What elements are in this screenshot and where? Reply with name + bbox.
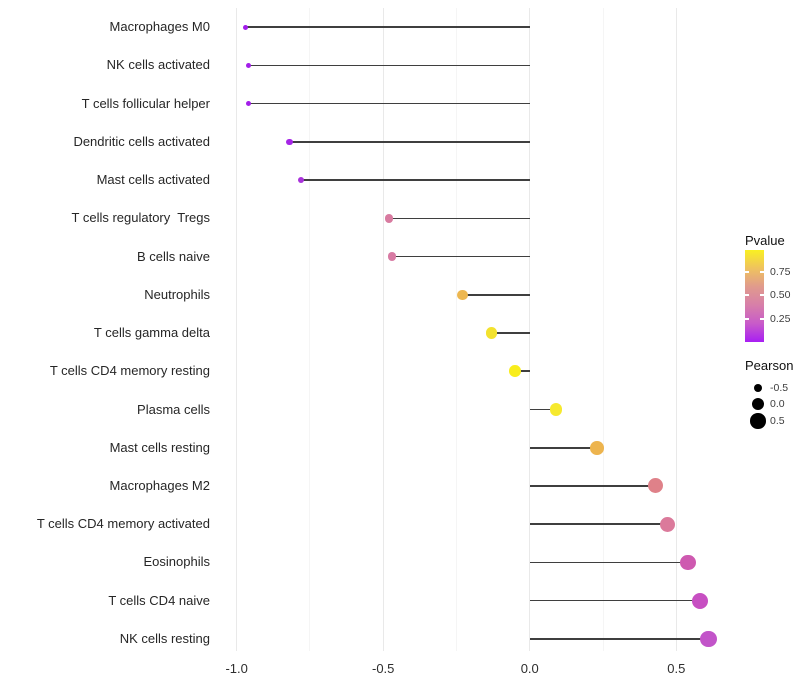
pvalue-bar-tick (760, 270, 764, 273)
lollipop-segment (529, 599, 700, 602)
y-axis-label: T cells CD4 memory resting (49, 363, 210, 379)
y-axis-label: B cells naive (137, 248, 210, 264)
lollipop-segment (529, 523, 668, 525)
lollipop-dot (509, 365, 521, 378)
gridline-minor (602, 8, 604, 651)
y-axis-label: T cells follicular helper (81, 95, 210, 111)
y-axis-label: T cells CD4 memory activated (36, 516, 210, 532)
pearson-legend-title: Pearson (745, 358, 794, 373)
y-axis-label: Plasma cells (137, 401, 210, 417)
lollipop-segment (301, 179, 530, 181)
lollipop-dot (691, 592, 708, 609)
lollipop-segment (529, 446, 598, 449)
gridline-minor (455, 8, 457, 651)
lollipop-segment (529, 561, 689, 564)
pvalue-bar-tick (745, 294, 749, 297)
lollipop-segment (245, 26, 530, 28)
lollipop-segment (529, 638, 709, 640)
gridline-major (236, 8, 238, 651)
lollipop-dot (242, 24, 249, 30)
lollipop-segment (515, 370, 530, 373)
pvalue-bar-tick (745, 317, 749, 320)
lollipop-dot (245, 101, 251, 107)
pearson-legend-dot (750, 413, 766, 429)
y-axis-label: NK cells resting (119, 630, 210, 646)
lollipop-segment (462, 294, 530, 296)
gridline-major (382, 8, 384, 651)
lollipop-segment (491, 332, 530, 334)
lollipop-segment (392, 255, 530, 258)
lollipop-segment (389, 217, 530, 220)
pvalue-tick-label: 0.50 (770, 289, 791, 302)
lollipop-dot (700, 630, 717, 647)
pvalue-gradient-bar (745, 250, 764, 342)
x-axis-tick-label: 0.0 (520, 661, 539, 676)
pvalue-tick-label: 0.25 (770, 312, 791, 325)
lollipop-segment (529, 408, 557, 411)
lollipop-segment (529, 485, 656, 487)
lollipop-dot (659, 516, 676, 532)
gridline-major (529, 8, 531, 651)
y-axis-label: Eosinophils (143, 554, 211, 570)
lollipop-dot (648, 478, 664, 494)
pearson-legend-dot (752, 398, 764, 410)
pearson-legend-label: -0.5 (770, 382, 789, 394)
pvalue-bar-tick (745, 270, 749, 273)
pearson-legend-dot (753, 383, 763, 393)
lollipop-dot (245, 62, 251, 69)
lollipop-segment (289, 141, 530, 143)
pvalue-legend-title: Pvalue (745, 233, 785, 248)
pvalue-tick-label: 0.75 (770, 265, 791, 278)
pearson-legend-label: 0.0 (770, 398, 785, 410)
pearson-legend-label: 0.5 (770, 415, 785, 427)
x-axis-tick-label: -1.0 (225, 661, 248, 676)
lollipop-dot (680, 554, 696, 571)
y-axis-label: Mast cells resting (109, 439, 210, 455)
lollipop-dot (387, 252, 397, 261)
lollipop-dot (549, 403, 563, 416)
y-axis-label: Macrophages M0 (109, 19, 210, 35)
lollipop-segment (248, 64, 530, 67)
lollipop-dot (297, 176, 305, 184)
pvalue-bar-tick (760, 294, 764, 297)
lollipop-dot (384, 214, 394, 223)
lollipop-dot (486, 327, 498, 339)
lollipop-dot (590, 440, 604, 455)
lollipop-dot (457, 289, 468, 300)
y-axis-label: NK cells activated (106, 57, 210, 73)
y-axis-label: T cells CD4 naive (108, 592, 210, 608)
gridline-minor (309, 8, 311, 651)
x-axis-tick-label: -0.5 (372, 661, 395, 676)
gridline-major (675, 8, 677, 651)
y-axis-label: Neutrophils (144, 286, 210, 302)
pvalue-bar-tick (760, 317, 764, 320)
y-axis-label: Dendritic cells activated (73, 133, 210, 149)
lollipop-dot (286, 138, 293, 145)
y-axis-label: T cells regulatory Tregs (71, 210, 210, 226)
y-axis-label: Macrophages M2 (109, 477, 210, 493)
x-axis-tick-label: 0.5 (667, 661, 686, 676)
lollipop-segment (248, 102, 530, 105)
y-axis-label: Mast cells activated (96, 172, 210, 188)
y-axis-label: T cells gamma delta (93, 325, 210, 341)
